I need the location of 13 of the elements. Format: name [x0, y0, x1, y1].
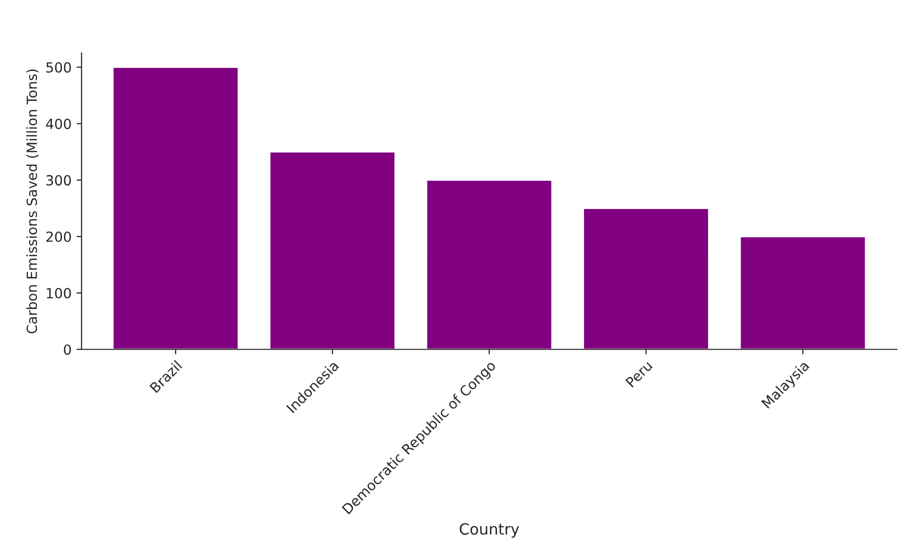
y-tick-label: 100 [46, 288, 71, 298]
y-tick-label: 0 [64, 344, 71, 355]
y-tick-label: 300 [46, 175, 71, 186]
bar [426, 179, 553, 350]
bar [112, 66, 240, 350]
bar [269, 151, 396, 350]
y-tick-label: 400 [46, 118, 71, 130]
bar [582, 208, 710, 350]
bar [739, 236, 866, 350]
y-tick-label: 200 [46, 231, 71, 242]
y-axis-title: Carbon Emissions Saved (Million Tons) [26, 70, 39, 334]
y-tick-label: 500 [46, 62, 71, 73]
x-axis-title: Country [460, 523, 520, 538]
